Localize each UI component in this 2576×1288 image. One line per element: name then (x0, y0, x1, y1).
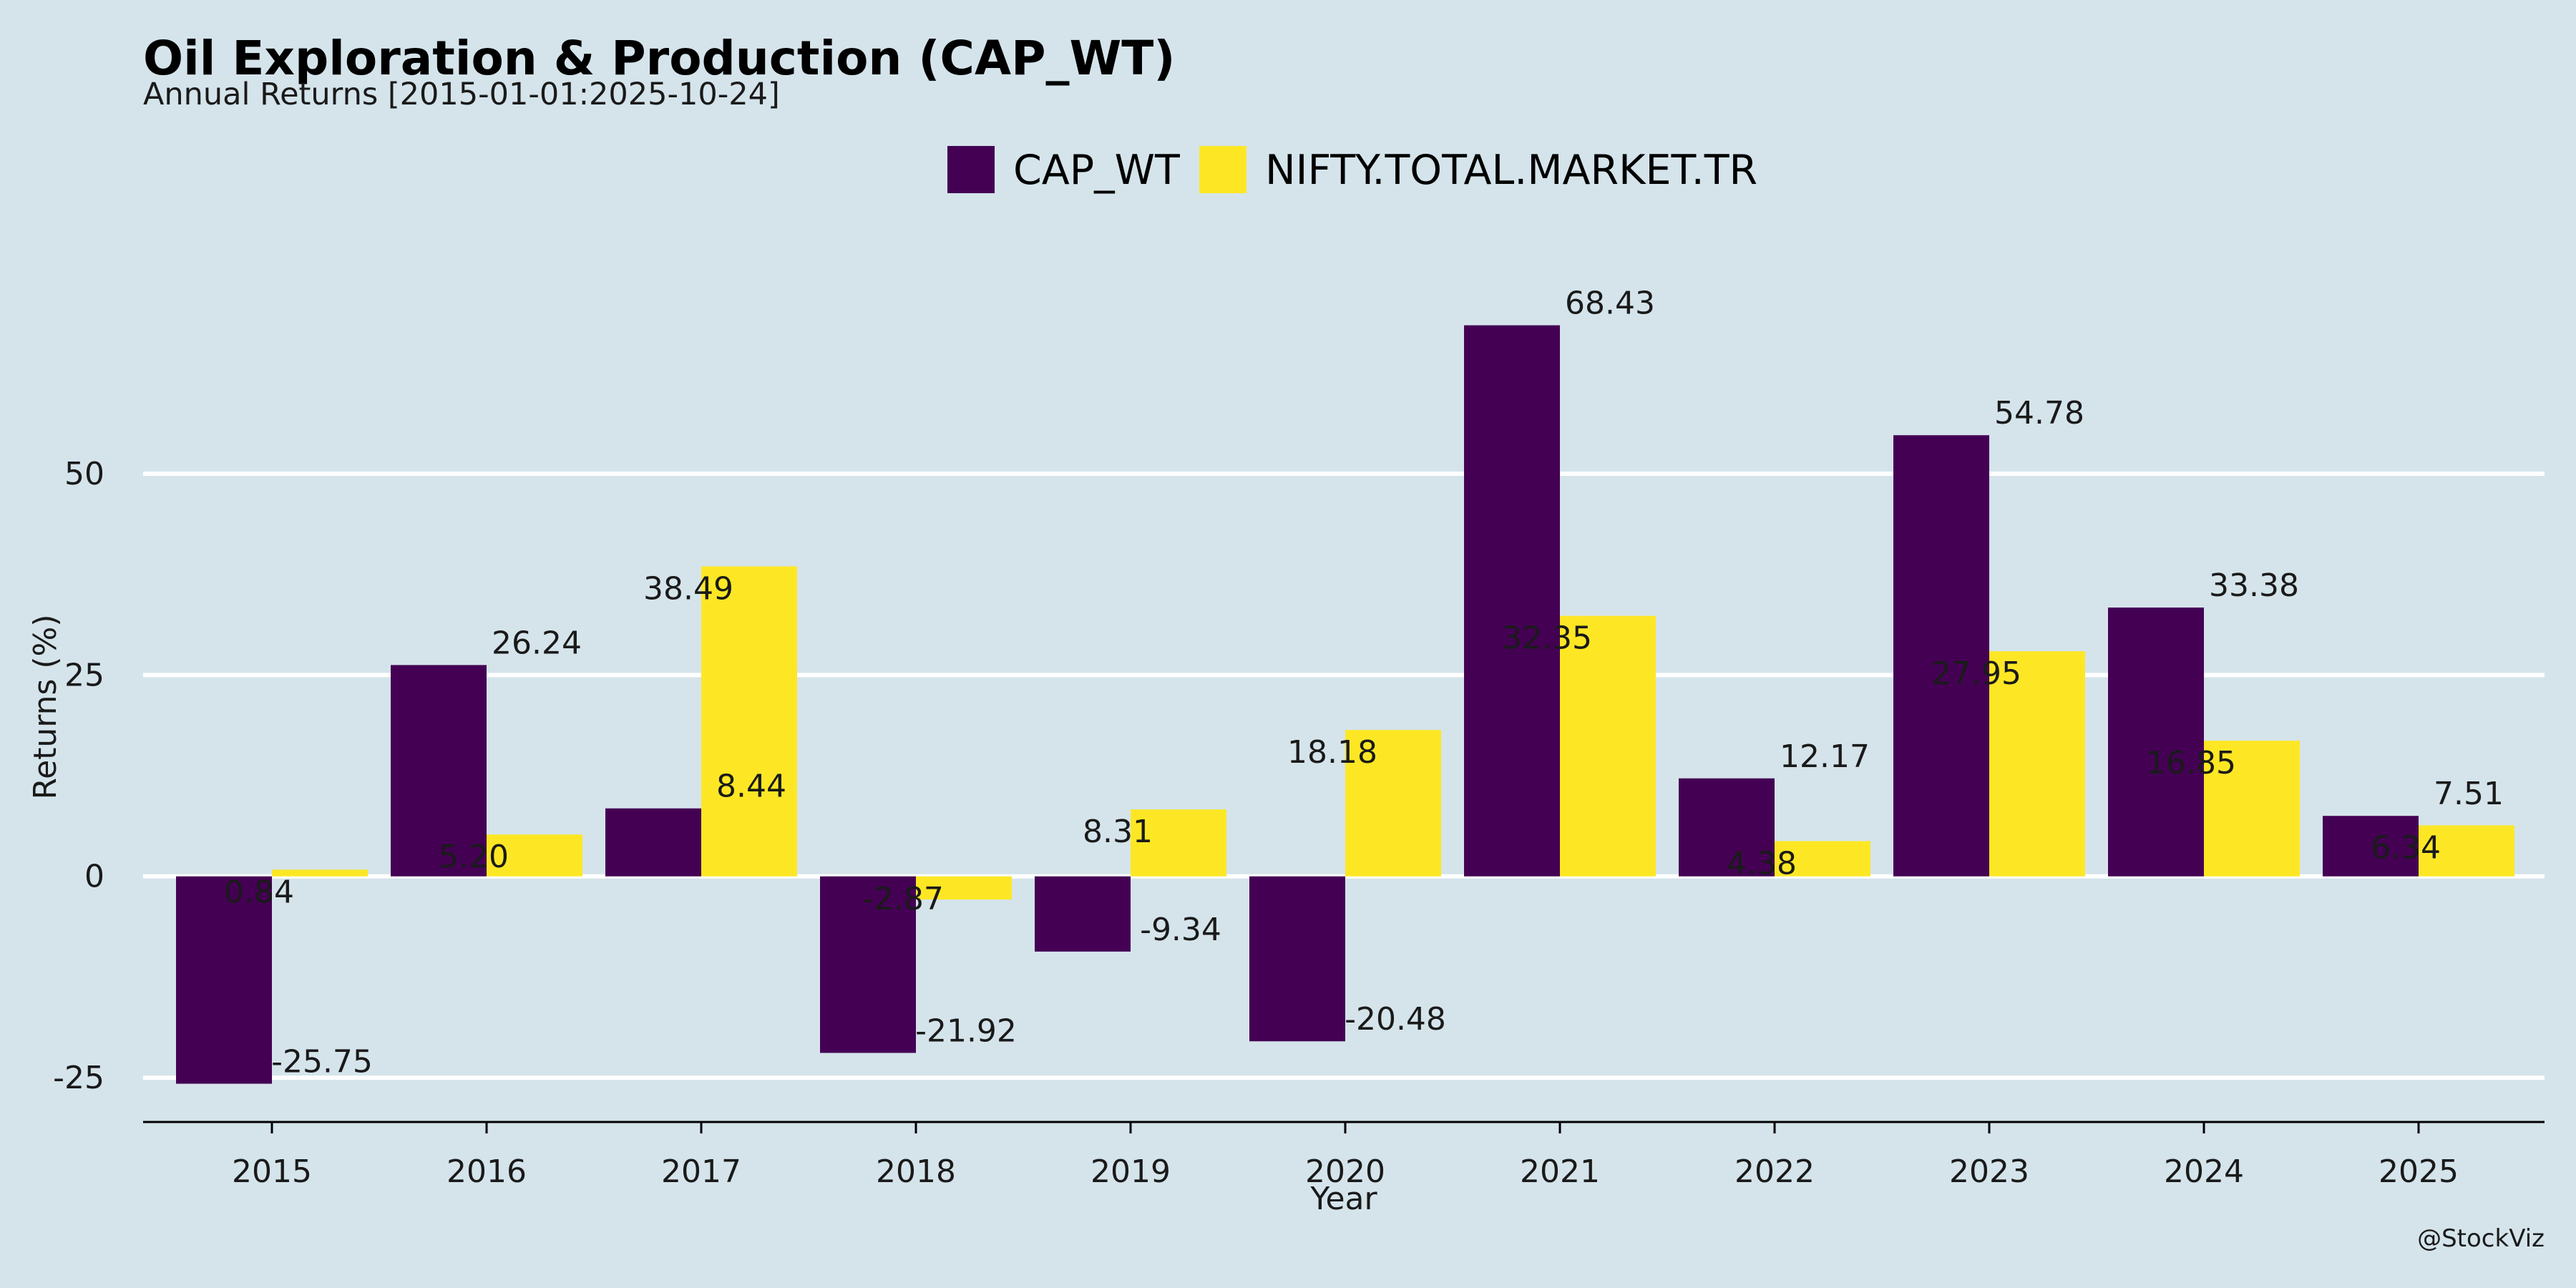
data-label: 16.85 (2146, 745, 2236, 781)
data-label: 26.24 (492, 625, 582, 661)
y-axis-label: Returns (%) (27, 614, 64, 799)
bar-cap-wt (2323, 816, 2419, 877)
x-tick-label: 2019 (1091, 1153, 1171, 1190)
data-label: -2.87 (862, 881, 944, 917)
bar-cap-wt (1464, 325, 1560, 877)
data-label: 4.38 (1727, 845, 1797, 882)
x-axis-label: Year (1309, 1181, 1377, 1217)
data-label: 27.95 (1931, 655, 2021, 692)
bar-cap-wt (820, 876, 916, 1053)
data-label: -25.75 (271, 1044, 373, 1080)
bars (176, 325, 2514, 1084)
bar-nifty-total-market-tr (701, 566, 797, 877)
bar-nifty-total-market-tr (272, 869, 368, 877)
legend-item: CAP_WT (947, 146, 1180, 194)
legend-swatch (947, 146, 995, 193)
bar-cap-wt (605, 808, 701, 877)
legend-swatch (1199, 146, 1246, 193)
watermark-caption: @StockViz (2417, 1224, 2545, 1253)
legend: CAP_WT NIFTY.TOTAL.MARKET.TR (947, 146, 1757, 194)
x-tick-label: 2017 (661, 1153, 741, 1190)
bar-cap-wt (1035, 876, 1131, 952)
x-tick-label: 2020 (1305, 1153, 1385, 1190)
y-tick-label: -25 (53, 1060, 104, 1096)
bar-nifty-total-market-tr (916, 876, 1012, 900)
data-label: 54.78 (1994, 395, 2084, 431)
bar-cap-wt (176, 876, 272, 1084)
data-label: -20.48 (1345, 1001, 1446, 1038)
x-tick-label: 2018 (876, 1153, 956, 1190)
bar-nifty-total-market-tr (1775, 841, 1870, 877)
chart-subtitle: Annual Returns [2015-01-01:2025-10-24] (143, 77, 780, 112)
bar-nifty-total-market-tr (487, 834, 582, 877)
data-label: 7.51 (2434, 776, 2504, 812)
legend-label: CAP_WT (1013, 147, 1180, 194)
data-label: -9.34 (1140, 912, 1221, 948)
bar-cap-wt (1679, 778, 1775, 877)
legend-label: NIFTY.TOTAL.MARKET.TR (1265, 147, 1757, 194)
y-tick-label: 0 (84, 859, 104, 895)
bar-cap-wt (1893, 435, 1989, 877)
x-tick-label: 2025 (2379, 1153, 2459, 1190)
x-tick-label: 2024 (2164, 1153, 2244, 1190)
bar-nifty-total-market-tr (1345, 730, 1441, 877)
x-tick-label: 2016 (447, 1153, 527, 1190)
x-tick-label: 2015 (232, 1153, 312, 1190)
bar-nifty-total-market-tr (2419, 825, 2514, 877)
bar-cap-wt (2108, 608, 2204, 877)
data-label: 18.18 (1287, 734, 1377, 771)
chart-title: Oil Exploration & Production (CAP_WT) (143, 31, 1175, 86)
x-tick-label: 2022 (1735, 1153, 1815, 1190)
data-label: 12.17 (1780, 738, 1870, 775)
data-labels: -25.75 26.24 8.44 -21.92 -9.34 -20.48 68.43 12.… (224, 286, 2504, 1080)
bar-cap-wt (391, 665, 487, 877)
data-label: 33.38 (2209, 567, 2299, 604)
bar-cap-wt (1249, 876, 1345, 1042)
y-axis: -25 0 25 50 (53, 456, 104, 1096)
data-label: -21.92 (915, 1013, 1017, 1049)
data-label: 32.35 (1502, 620, 1592, 657)
data-label: 38.49 (643, 571, 733, 608)
bar-nifty-total-market-tr (1131, 809, 1226, 877)
legend-item: NIFTY.TOTAL.MARKET.TR (1199, 146, 1757, 194)
data-label: 8.44 (716, 769, 786, 805)
bar-nifty-total-market-tr (1560, 615, 1656, 877)
data-label: 5.20 (439, 839, 509, 875)
y-tick-label: 25 (64, 657, 104, 693)
data-label: 6.34 (2371, 829, 2441, 866)
data-label: 0.84 (224, 874, 294, 910)
data-label: 68.43 (1565, 286, 1655, 322)
x-axis: 2015 2016 2017 2018 2019 2020 2021 2022 2023 2024… (143, 1121, 2545, 1190)
data-label: 8.31 (1083, 814, 1153, 850)
x-tick-label: 2023 (1949, 1153, 2029, 1190)
bar-nifty-total-market-tr (1989, 651, 2085, 877)
y-tick-label: 50 (64, 456, 104, 492)
x-tick-label: 2021 (1520, 1153, 1600, 1190)
bar-nifty-total-market-tr (2204, 741, 2300, 877)
